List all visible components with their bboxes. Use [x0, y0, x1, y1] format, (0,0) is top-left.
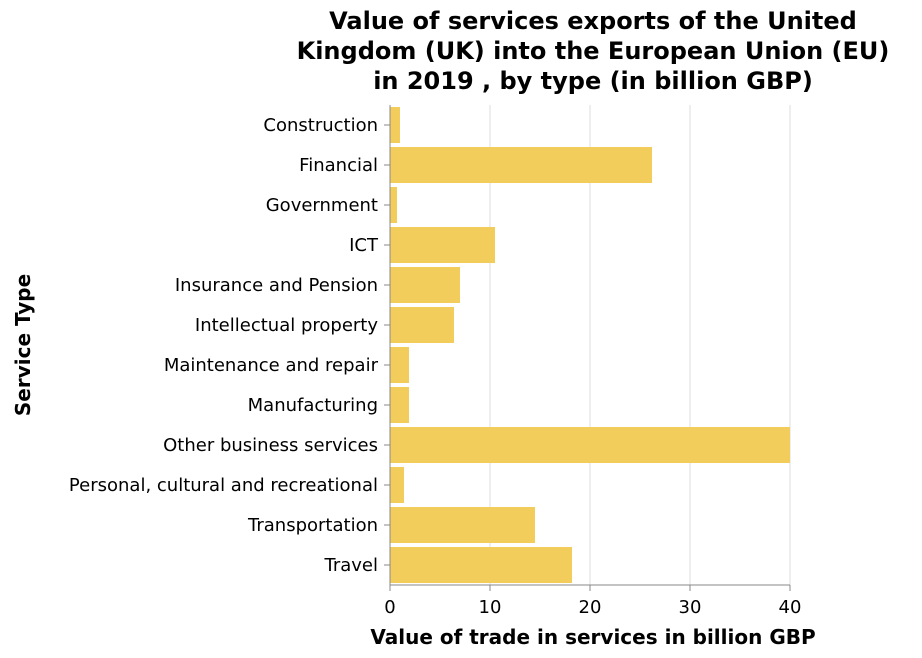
x-axis-ticks: 0 10 20 30 40: [384, 585, 801, 618]
chart-title: Value of services exports of the United …: [297, 7, 890, 95]
bar: [390, 227, 495, 263]
bar: [390, 387, 409, 423]
bars: [390, 107, 790, 583]
y-tick-label: Personal, cultural and recreational: [69, 475, 378, 496]
y-axis-title: Service Type: [11, 274, 35, 416]
gridlines: [489, 105, 791, 585]
chart-title-line-2: Kingdom (UK) into the European Union (EU…: [297, 37, 890, 65]
bar: [390, 427, 790, 463]
x-tick-label: 20: [579, 597, 602, 618]
y-tick-label: Intellectual property: [195, 315, 378, 336]
y-tick-label: Financial: [299, 155, 378, 176]
y-tick-label: Government: [266, 195, 378, 216]
bar: [390, 467, 404, 503]
bar: [390, 507, 535, 543]
y-tick-label: Other business services: [163, 435, 378, 456]
chart-title-line-3: in 2019 , by type (in billion GBP): [373, 67, 813, 95]
y-tick-label: ICT: [349, 235, 379, 256]
y-axis-ticks: Construction Financial Government ICT Insura…: [69, 115, 390, 576]
y-tick-label: Insurance and Pension: [175, 275, 378, 296]
bar: [390, 547, 572, 583]
bar: [390, 107, 400, 143]
bar: [390, 267, 460, 303]
bar: [390, 347, 409, 383]
x-tick-label: 10: [479, 597, 502, 618]
bar: [390, 187, 397, 223]
x-tick-label: 0: [384, 597, 395, 618]
y-tick-label: Transportation: [247, 515, 378, 536]
y-tick-label: Maintenance and repair: [164, 355, 379, 376]
bar: [390, 147, 652, 183]
x-tick-label: 30: [679, 597, 702, 618]
bar: [390, 307, 454, 343]
y-tick-label: Manufacturing: [248, 395, 378, 416]
x-axis-title: Value of trade in services in billion GB…: [370, 625, 815, 649]
y-tick-label: Travel: [323, 555, 378, 576]
y-tick-label: Construction: [263, 115, 378, 136]
chart-title-line-1: Value of services exports of the United: [329, 7, 857, 35]
x-tick-label: 40: [779, 597, 802, 618]
